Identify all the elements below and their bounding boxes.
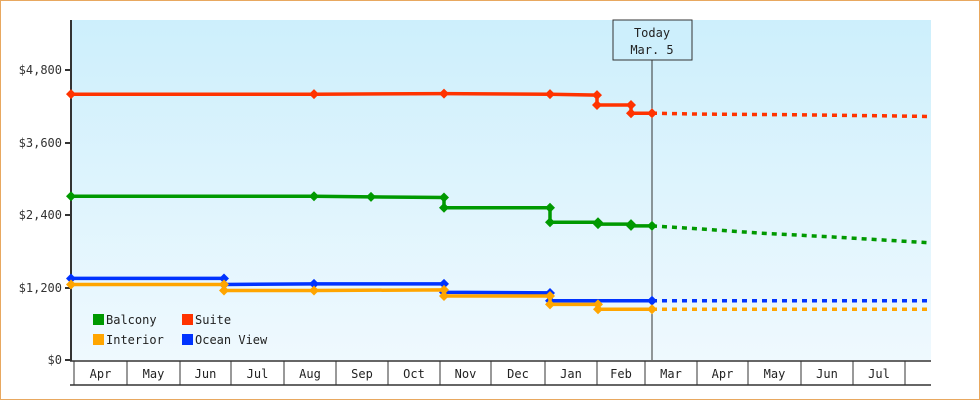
data-point-marker[interactable] [219,285,229,296]
data-point-marker[interactable] [592,100,602,111]
data-point-marker[interactable] [626,220,636,231]
legend-label: Suite [195,313,231,327]
data-point-marker[interactable] [66,89,76,100]
data-point-marker[interactable] [647,108,657,119]
y-tick-label: $0 [48,353,62,367]
x-month-label: Mar [660,367,682,381]
x-month-label: Apr [90,367,112,381]
x-axis: Apr May Jun Jul Aug Sep Oct Nov Dec Jan Feb Mar Apr M… [70,360,931,386]
data-point-marker[interactable] [593,304,603,315]
x-month-label: Jul [247,367,269,381]
y-tick-label: $1,200 [19,281,62,295]
data-point-marker[interactable] [626,100,636,111]
data-point-marker[interactable] [439,202,449,213]
legend-label: Balcony [106,313,157,327]
legend: Balcony Suite Interior Ocean View [93,313,268,347]
data-point-marker[interactable] [439,192,449,203]
y-tick-label: $3,600 [19,136,62,150]
legend-label: Ocean View [195,333,268,347]
series-interior [66,279,930,315]
legend-label: Interior [106,333,164,347]
x-month-label: Apr [712,367,734,381]
data-point-marker[interactable] [439,284,449,295]
data-point-marker[interactable] [439,278,449,289]
data-point-marker[interactable] [219,279,229,290]
x-month-label: May [143,367,165,381]
data-point-marker[interactable] [66,273,76,284]
data-point-marker[interactable] [647,295,657,306]
data-point-marker[interactable] [309,278,319,289]
data-point-marker[interactable] [219,273,229,284]
data-point-marker[interactable] [626,108,636,119]
legend-swatch-icon [93,314,104,325]
data-point-marker[interactable] [647,220,657,231]
data-point-marker[interactable] [545,299,555,310]
legend-swatch-icon [182,314,193,325]
y-axis: $0 $1,200 $2,400 $3,600 $4,800 [19,20,72,367]
x-month-label: Feb [610,367,632,381]
plot-area [72,20,931,360]
data-point-marker[interactable] [545,89,555,100]
data-point-marker[interactable] [593,219,603,230]
data-point-marker[interactable] [545,202,555,213]
x-month-label: May [764,367,786,381]
x-month-label: Nov [455,367,477,381]
data-point-marker[interactable] [647,304,657,315]
x-month-label: Aug [299,367,321,381]
data-point-marker[interactable] [545,290,555,301]
data-point-marker[interactable] [309,191,319,202]
x-month-label: Jan [560,367,582,381]
data-point-marker[interactable] [545,217,555,228]
data-point-marker[interactable] [592,90,602,101]
x-month-label: Jun [816,367,838,381]
x-month-label: Oct [403,367,425,381]
legend-swatch-icon [182,334,193,345]
data-point-marker[interactable] [309,285,319,296]
x-month-label: Jul [868,367,890,381]
y-tick-label: $2,400 [19,208,62,222]
series-suite [66,88,931,119]
series-lines [66,88,931,315]
legend-swatch-icon [93,334,104,345]
x-month-label: Dec [507,367,529,381]
today-label: Today [634,26,670,40]
series-balcony [66,191,931,245]
data-point-marker[interactable] [66,279,76,290]
x-month-label: Sep [351,367,373,381]
today-date: Mar. 5 [630,43,673,57]
y-tick-label: $4,800 [19,63,62,77]
data-point-marker[interactable] [366,191,376,202]
data-point-marker[interactable] [66,191,76,202]
data-point-marker[interactable] [439,88,449,99]
data-point-marker[interactable] [309,89,319,100]
x-month-label: Jun [195,367,217,381]
data-point-marker[interactable] [439,290,449,301]
